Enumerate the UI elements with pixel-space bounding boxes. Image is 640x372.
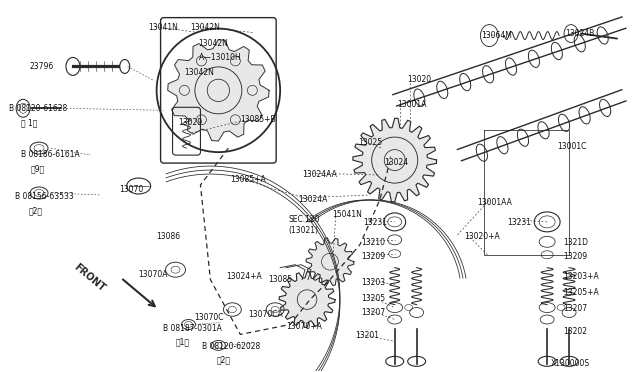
Text: （2）: （2） [216,355,230,364]
Text: B 08186-6161A: B 08186-6161A [21,150,80,159]
Text: （9）: （9） [31,164,45,173]
Text: 13210: 13210 [361,238,385,247]
Text: B 08120-62028: B 08120-62028 [202,342,260,352]
Text: 13001AA: 13001AA [477,198,512,207]
Text: 13085+B: 13085+B [240,115,276,124]
Text: 13205+A: 13205+A [563,288,599,296]
Text: FRONT: FRONT [72,262,106,294]
Polygon shape [279,272,335,327]
Text: 13024AA: 13024AA [302,170,337,179]
Text: 13202: 13202 [563,327,587,336]
Text: B 08120-61628: B 08120-61628 [9,104,67,113]
Polygon shape [168,40,269,141]
Text: 13207: 13207 [361,308,385,317]
Text: （2）: （2） [29,206,43,215]
Text: 13020+A: 13020+A [465,232,500,241]
Text: 13231: 13231 [363,218,387,227]
Text: 13001A: 13001A [397,100,426,109]
Text: 13205: 13205 [361,294,385,302]
Text: 13209: 13209 [563,252,588,261]
Text: 13070CA: 13070CA [248,310,283,318]
Polygon shape [353,118,436,202]
Text: 15041N: 15041N [332,210,362,219]
Text: 13231: 13231 [508,218,531,227]
Text: 1321D: 1321D [563,238,588,247]
Text: A—13010H: A—13010H [198,52,241,61]
Text: 13024B: 13024B [565,29,595,38]
Text: 13001C: 13001C [557,142,586,151]
Text: 13042N: 13042N [198,39,228,48]
Text: 13070: 13070 [119,185,143,194]
Polygon shape [306,238,354,285]
Text: 13070A: 13070A [139,270,168,279]
Text: 13041N: 13041N [148,23,179,32]
Text: B 08156-63533: B 08156-63533 [15,192,74,201]
Text: (13021): (13021) [288,226,318,235]
Text: 13070C: 13070C [195,312,224,321]
Text: （ 1）: （ 1） [21,118,38,127]
Text: 13070+A: 13070+A [286,323,322,331]
Text: 13024+A: 13024+A [227,272,262,281]
Text: 13086: 13086 [157,232,180,241]
Text: 13042N: 13042N [191,23,220,32]
Text: 13201: 13201 [355,331,379,340]
Text: 13042N: 13042N [184,68,214,77]
Text: B 08187-0301A: B 08187-0301A [163,324,221,333]
Text: X130000S: X130000S [551,359,590,368]
Text: 13029: 13029 [179,118,203,127]
Text: （1）: （1） [175,337,189,346]
Text: 13207: 13207 [563,304,588,312]
Text: 13203+A: 13203+A [563,272,599,281]
Text: 23796: 23796 [29,62,53,71]
Text: 13064M: 13064M [481,31,512,39]
Text: 13025: 13025 [358,138,382,147]
Text: 13085: 13085 [268,275,292,284]
Text: 13085+A: 13085+A [230,175,266,184]
Text: 13203: 13203 [361,278,385,287]
Text: 13020: 13020 [408,76,432,84]
Text: 13209: 13209 [361,252,385,261]
Text: 13024: 13024 [384,158,408,167]
Text: SEC.120: SEC.120 [288,215,319,224]
Text: 13024A: 13024A [298,195,328,204]
